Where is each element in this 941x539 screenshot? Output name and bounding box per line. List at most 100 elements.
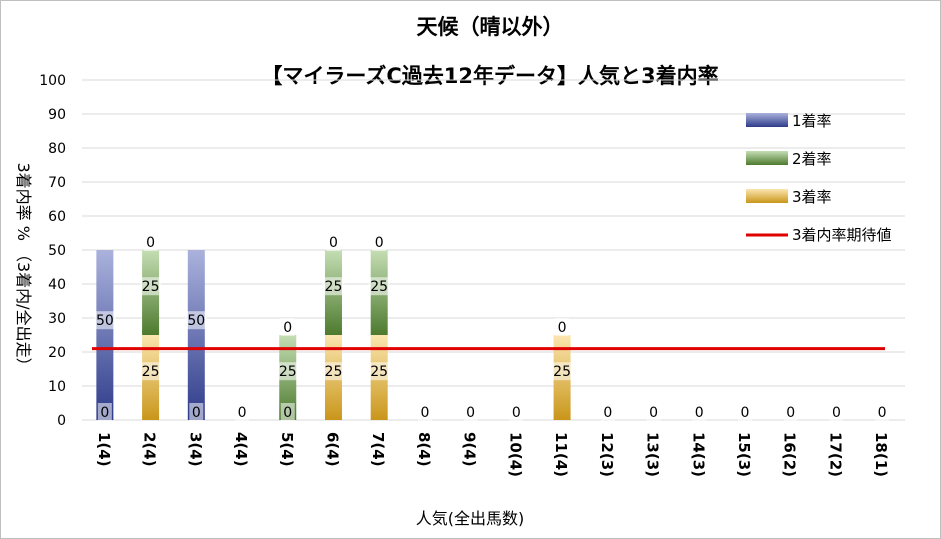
x-tick-11: 11(4) bbox=[552, 432, 570, 477]
data-label-bg-9-0 bbox=[463, 403, 478, 421]
x-tick-18: 18(1) bbox=[872, 432, 890, 477]
data-label-2-0: 25 bbox=[142, 364, 160, 380]
legend-label-3rd: 3着率 bbox=[792, 188, 832, 206]
y-tick-10: 10 bbox=[48, 379, 66, 395]
data-label-9-0: 0 bbox=[466, 405, 475, 421]
data-label-bg-1-0 bbox=[97, 403, 112, 421]
data-label-bg-3-1 bbox=[185, 311, 208, 330]
data-label-16-0: 0 bbox=[786, 405, 795, 421]
data-label-7-2: 0 bbox=[375, 235, 384, 251]
data-label-bg-7-1 bbox=[368, 277, 391, 296]
bar-1-1着率 bbox=[96, 250, 114, 420]
data-label-bg-17-0 bbox=[829, 403, 844, 421]
data-label-6-1: 25 bbox=[325, 279, 343, 295]
x-tick-12: 12(3) bbox=[598, 432, 616, 477]
data-label-8-0: 0 bbox=[420, 405, 429, 421]
data-label-12-0: 0 bbox=[603, 405, 612, 421]
y-tick-50: 50 bbox=[48, 243, 66, 259]
legend-label-2nd: 2着率 bbox=[792, 150, 832, 168]
legend: 1着率 2着率 3着率 3着内率期待値 bbox=[746, 112, 892, 244]
data-label-7-1: 25 bbox=[370, 279, 388, 295]
data-label-bg-12-0 bbox=[600, 403, 615, 421]
data-label-11-0: 25 bbox=[553, 364, 571, 380]
data-label-18-0: 0 bbox=[878, 405, 887, 421]
data-label-bg-2-0 bbox=[139, 362, 162, 381]
data-label-bg-5-0 bbox=[280, 403, 295, 421]
data-label-bg-18-0 bbox=[875, 403, 890, 421]
x-tick-7: 7(4) bbox=[369, 432, 387, 467]
data-label-6-2: 0 bbox=[329, 235, 338, 251]
data-label-bg-13-0 bbox=[646, 403, 661, 421]
data-label-bg-11-1 bbox=[555, 318, 570, 336]
data-label-5-1: 25 bbox=[279, 364, 297, 380]
y-tick-40: 40 bbox=[48, 277, 66, 293]
data-label-bg-16-0 bbox=[783, 403, 798, 421]
data-label-5-0: 0 bbox=[283, 405, 292, 421]
data-label-bg-3-0 bbox=[189, 403, 204, 421]
data-label-5-2: 0 bbox=[283, 320, 292, 336]
bar-3-1着率 bbox=[187, 250, 205, 420]
data-label-1-0: 0 bbox=[100, 405, 109, 421]
y-tick-30: 30 bbox=[48, 311, 66, 327]
x-tick-9: 9(4) bbox=[461, 432, 479, 467]
data-label-bg-5-2 bbox=[280, 318, 295, 336]
x-tick-14: 14(3) bbox=[689, 432, 707, 477]
data-label-bg-6-2 bbox=[326, 233, 341, 251]
x-tick-17: 17(2) bbox=[826, 432, 844, 477]
data-label-bg-7-0 bbox=[368, 362, 391, 381]
data-label-bg-15-0 bbox=[737, 403, 752, 421]
data-label-4-0: 0 bbox=[238, 405, 247, 421]
data-label-11-1: 0 bbox=[558, 320, 567, 336]
data-label-bg-2-2 bbox=[143, 233, 158, 251]
y-tick-labels: 0 10 20 30 40 50 60 70 80 90 100 bbox=[39, 73, 66, 429]
data-label-bg-10-0 bbox=[509, 403, 524, 421]
gridlines bbox=[82, 79, 905, 421]
data-label-bg-5-1 bbox=[276, 362, 299, 381]
data-label-bg-8-0 bbox=[417, 403, 432, 421]
legend-label-1st: 1着率 bbox=[792, 112, 832, 130]
data-label-2-2: 0 bbox=[146, 235, 155, 251]
data-label-1-1: 50 bbox=[96, 313, 114, 329]
y-tick-70: 70 bbox=[48, 175, 66, 191]
legend-label-expected: 3着内率期待値 bbox=[792, 226, 892, 244]
data-label-bg-11-0 bbox=[551, 362, 574, 381]
data-label-6-0: 25 bbox=[325, 364, 343, 380]
x-tick-5: 5(4) bbox=[278, 432, 296, 467]
x-tick-8: 8(4) bbox=[415, 432, 433, 467]
data-label-13-0: 0 bbox=[649, 405, 658, 421]
data-label-bg-2-1 bbox=[139, 277, 162, 296]
data-label-2-1: 25 bbox=[142, 279, 160, 295]
legend-swatch-2nd bbox=[746, 151, 788, 165]
data-label-bg-1-1 bbox=[93, 311, 116, 330]
x-tick-13: 13(3) bbox=[644, 432, 662, 477]
x-tick-3: 3(4) bbox=[186, 432, 204, 467]
y-tick-20: 20 bbox=[48, 345, 66, 361]
x-tick-16: 16(2) bbox=[781, 432, 799, 477]
data-label-bg-6-1 bbox=[322, 277, 345, 296]
bars bbox=[96, 250, 571, 420]
data-label-7-0: 25 bbox=[370, 364, 388, 380]
x-tick-6: 6(4) bbox=[323, 432, 341, 467]
data-label-17-0: 0 bbox=[832, 405, 841, 421]
legend-swatch-3rd bbox=[746, 189, 788, 203]
data-labels: 0 50 25 25 0 0 50 0 0 25 0 25 25 0 25 25 0 0 0 0 25 0 0 0 0 0 0 0 0 bbox=[93, 233, 890, 421]
data-label-14-0: 0 bbox=[695, 405, 704, 421]
y-tick-60: 60 bbox=[48, 209, 66, 225]
x-tick-2: 2(4) bbox=[141, 432, 159, 467]
x-tick-15: 15(3) bbox=[735, 432, 753, 477]
data-label-10-0: 0 bbox=[512, 405, 521, 421]
data-label-3-0: 0 bbox=[192, 405, 201, 421]
y-tick-0: 0 bbox=[57, 413, 66, 429]
data-label-bg-6-0 bbox=[322, 362, 345, 381]
x-tick-4: 4(4) bbox=[232, 432, 250, 467]
y-tick-80: 80 bbox=[48, 141, 66, 157]
y-tick-90: 90 bbox=[48, 107, 66, 123]
y-tick-100: 100 bbox=[39, 73, 66, 89]
data-label-3-1: 50 bbox=[187, 313, 205, 329]
x-axis-label: 人気(全出馬数) bbox=[416, 509, 525, 528]
data-label-bg-14-0 bbox=[692, 403, 707, 421]
y-axis-label: 3着内率 % （3着内/全出走） bbox=[14, 162, 33, 373]
chart-subtitle: 【マイラーズC過去12年データ】人気と3着内率 bbox=[261, 64, 718, 88]
legend-swatch-1st bbox=[746, 113, 788, 127]
